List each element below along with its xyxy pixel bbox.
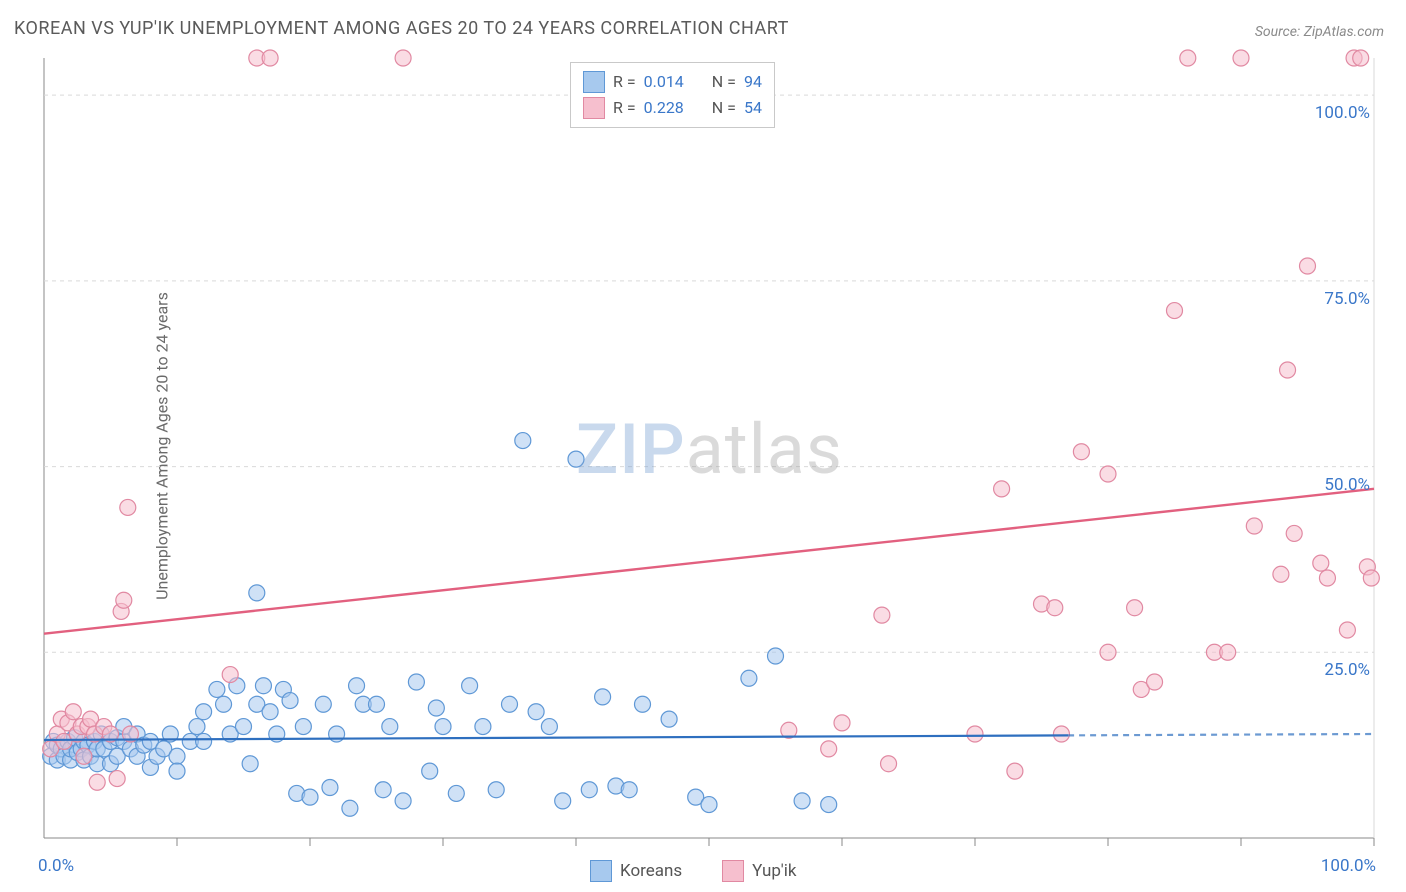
legend-swatch — [583, 71, 605, 93]
y-tick-label: 25.0% — [1324, 660, 1370, 680]
legend-swatch — [590, 860, 612, 882]
n-value: 54 — [744, 95, 762, 121]
x-tick-label: 0.0% — [38, 856, 74, 876]
y-tick-label: 75.0% — [1324, 289, 1370, 309]
series-legend: Koreans Yup'ik — [590, 860, 796, 882]
r-value: 0.014 — [644, 69, 684, 95]
y-tick-label: 100.0% — [1315, 103, 1370, 123]
legend-item: Koreans — [590, 860, 682, 882]
scatter-plot — [0, 0, 1406, 892]
r-value: 0.228 — [644, 95, 684, 121]
x-tick-label: 100.0% — [1321, 856, 1376, 876]
legend-swatch — [722, 860, 744, 882]
n-label: N = — [712, 69, 736, 95]
n-label: N = — [712, 95, 736, 121]
r-label: R = — [613, 69, 636, 95]
r-label: R = — [613, 95, 636, 121]
legend-item: Yup'ik — [722, 860, 796, 882]
legend-swatch — [583, 97, 605, 119]
chart-container: KOREAN VS YUP'IK UNEMPLOYMENT AMONG AGES… — [0, 0, 1406, 892]
legend-row: R = 0.228 N = 54 — [583, 95, 762, 121]
correlation-legend: R = 0.014 N = 94 R = 0.228 N = 54 — [570, 62, 775, 128]
y-tick-label: 50.0% — [1324, 475, 1370, 495]
n-value: 94 — [744, 69, 762, 95]
legend-label: Yup'ik — [752, 861, 796, 881]
legend-row: R = 0.014 N = 94 — [583, 69, 762, 95]
legend-label: Koreans — [620, 861, 682, 881]
